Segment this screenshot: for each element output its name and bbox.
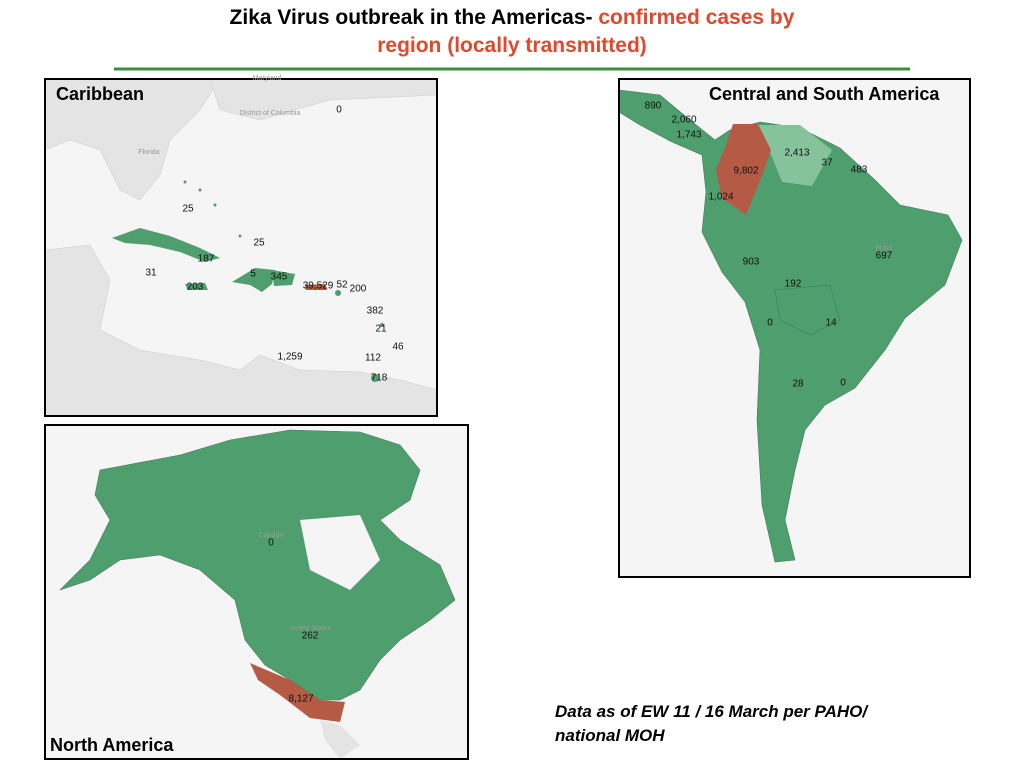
case-count: 2,060	[671, 115, 696, 126]
panel-label: North America	[50, 735, 174, 755]
case-count: 14	[825, 318, 837, 329]
map-label: Brazil	[875, 245, 893, 252]
map-label: District of Columbia	[240, 110, 301, 117]
case-count: 2,413	[784, 148, 809, 159]
case-count: 9,802	[733, 166, 758, 177]
case-count: 890	[645, 101, 662, 112]
case-count: 1,024	[708, 192, 733, 203]
north-america-frame	[44, 424, 469, 760]
case-count: 25	[182, 204, 194, 215]
case-count: 25	[253, 238, 265, 249]
map-label: Canada	[259, 532, 284, 539]
case-count: 5	[250, 269, 256, 280]
case-count: 697	[876, 251, 893, 262]
case-count: 483	[851, 165, 868, 176]
data-note: Data as of EW 11 / 16 March per PAHO/ na…	[555, 700, 867, 748]
case-count: 31	[145, 268, 157, 279]
case-count: 0	[767, 318, 773, 329]
case-count: 8,127	[288, 694, 313, 705]
case-count: 1,743	[676, 130, 701, 141]
caribbean-frame	[44, 78, 438, 417]
case-count: 39,529	[303, 281, 334, 292]
case-count: 0	[268, 538, 274, 549]
map-label: United States	[289, 625, 332, 632]
panel-label: Central and South America	[709, 84, 940, 104]
case-count: 203	[187, 282, 204, 293]
map-label: Florida	[138, 149, 160, 156]
title-black: Zika Virus outbreak in the Americas-	[229, 6, 599, 29]
case-count: 21	[375, 324, 387, 335]
case-count: 0	[336, 105, 342, 116]
map-label: Maryland	[253, 75, 282, 82]
panel-label: Caribbean	[56, 84, 144, 104]
case-count: 718	[371, 373, 388, 384]
case-count: 187	[198, 254, 215, 265]
case-count: 382	[367, 306, 384, 317]
case-count: 1,259	[277, 352, 302, 363]
title-red: region (locally transmitted)	[377, 34, 647, 57]
case-count: 28	[792, 379, 804, 390]
note-line: Data as of EW 11 / 16 March per PAHO/	[555, 702, 868, 721]
south-america-map	[619, 79, 970, 577]
south-america-frame	[618, 78, 971, 578]
case-count: 112	[365, 353, 381, 364]
case-count: 46	[392, 342, 404, 353]
case-count: 262	[302, 631, 319, 642]
case-count: 903	[743, 257, 760, 268]
north-america-map	[45, 425, 468, 759]
case-count: 37	[821, 158, 833, 169]
case-count: 345	[271, 272, 288, 283]
slide-title: Zika Virus outbreak in the Americas- con…	[0, 4, 1024, 60]
case-count: 192	[785, 279, 802, 290]
case-count: 200	[350, 284, 367, 295]
note-line: national MOH	[555, 726, 665, 745]
title-red: confirmed cases by	[598, 6, 795, 29]
caribbean-map	[45, 79, 437, 416]
case-count: 52	[336, 280, 348, 291]
case-count: 0	[840, 378, 846, 389]
